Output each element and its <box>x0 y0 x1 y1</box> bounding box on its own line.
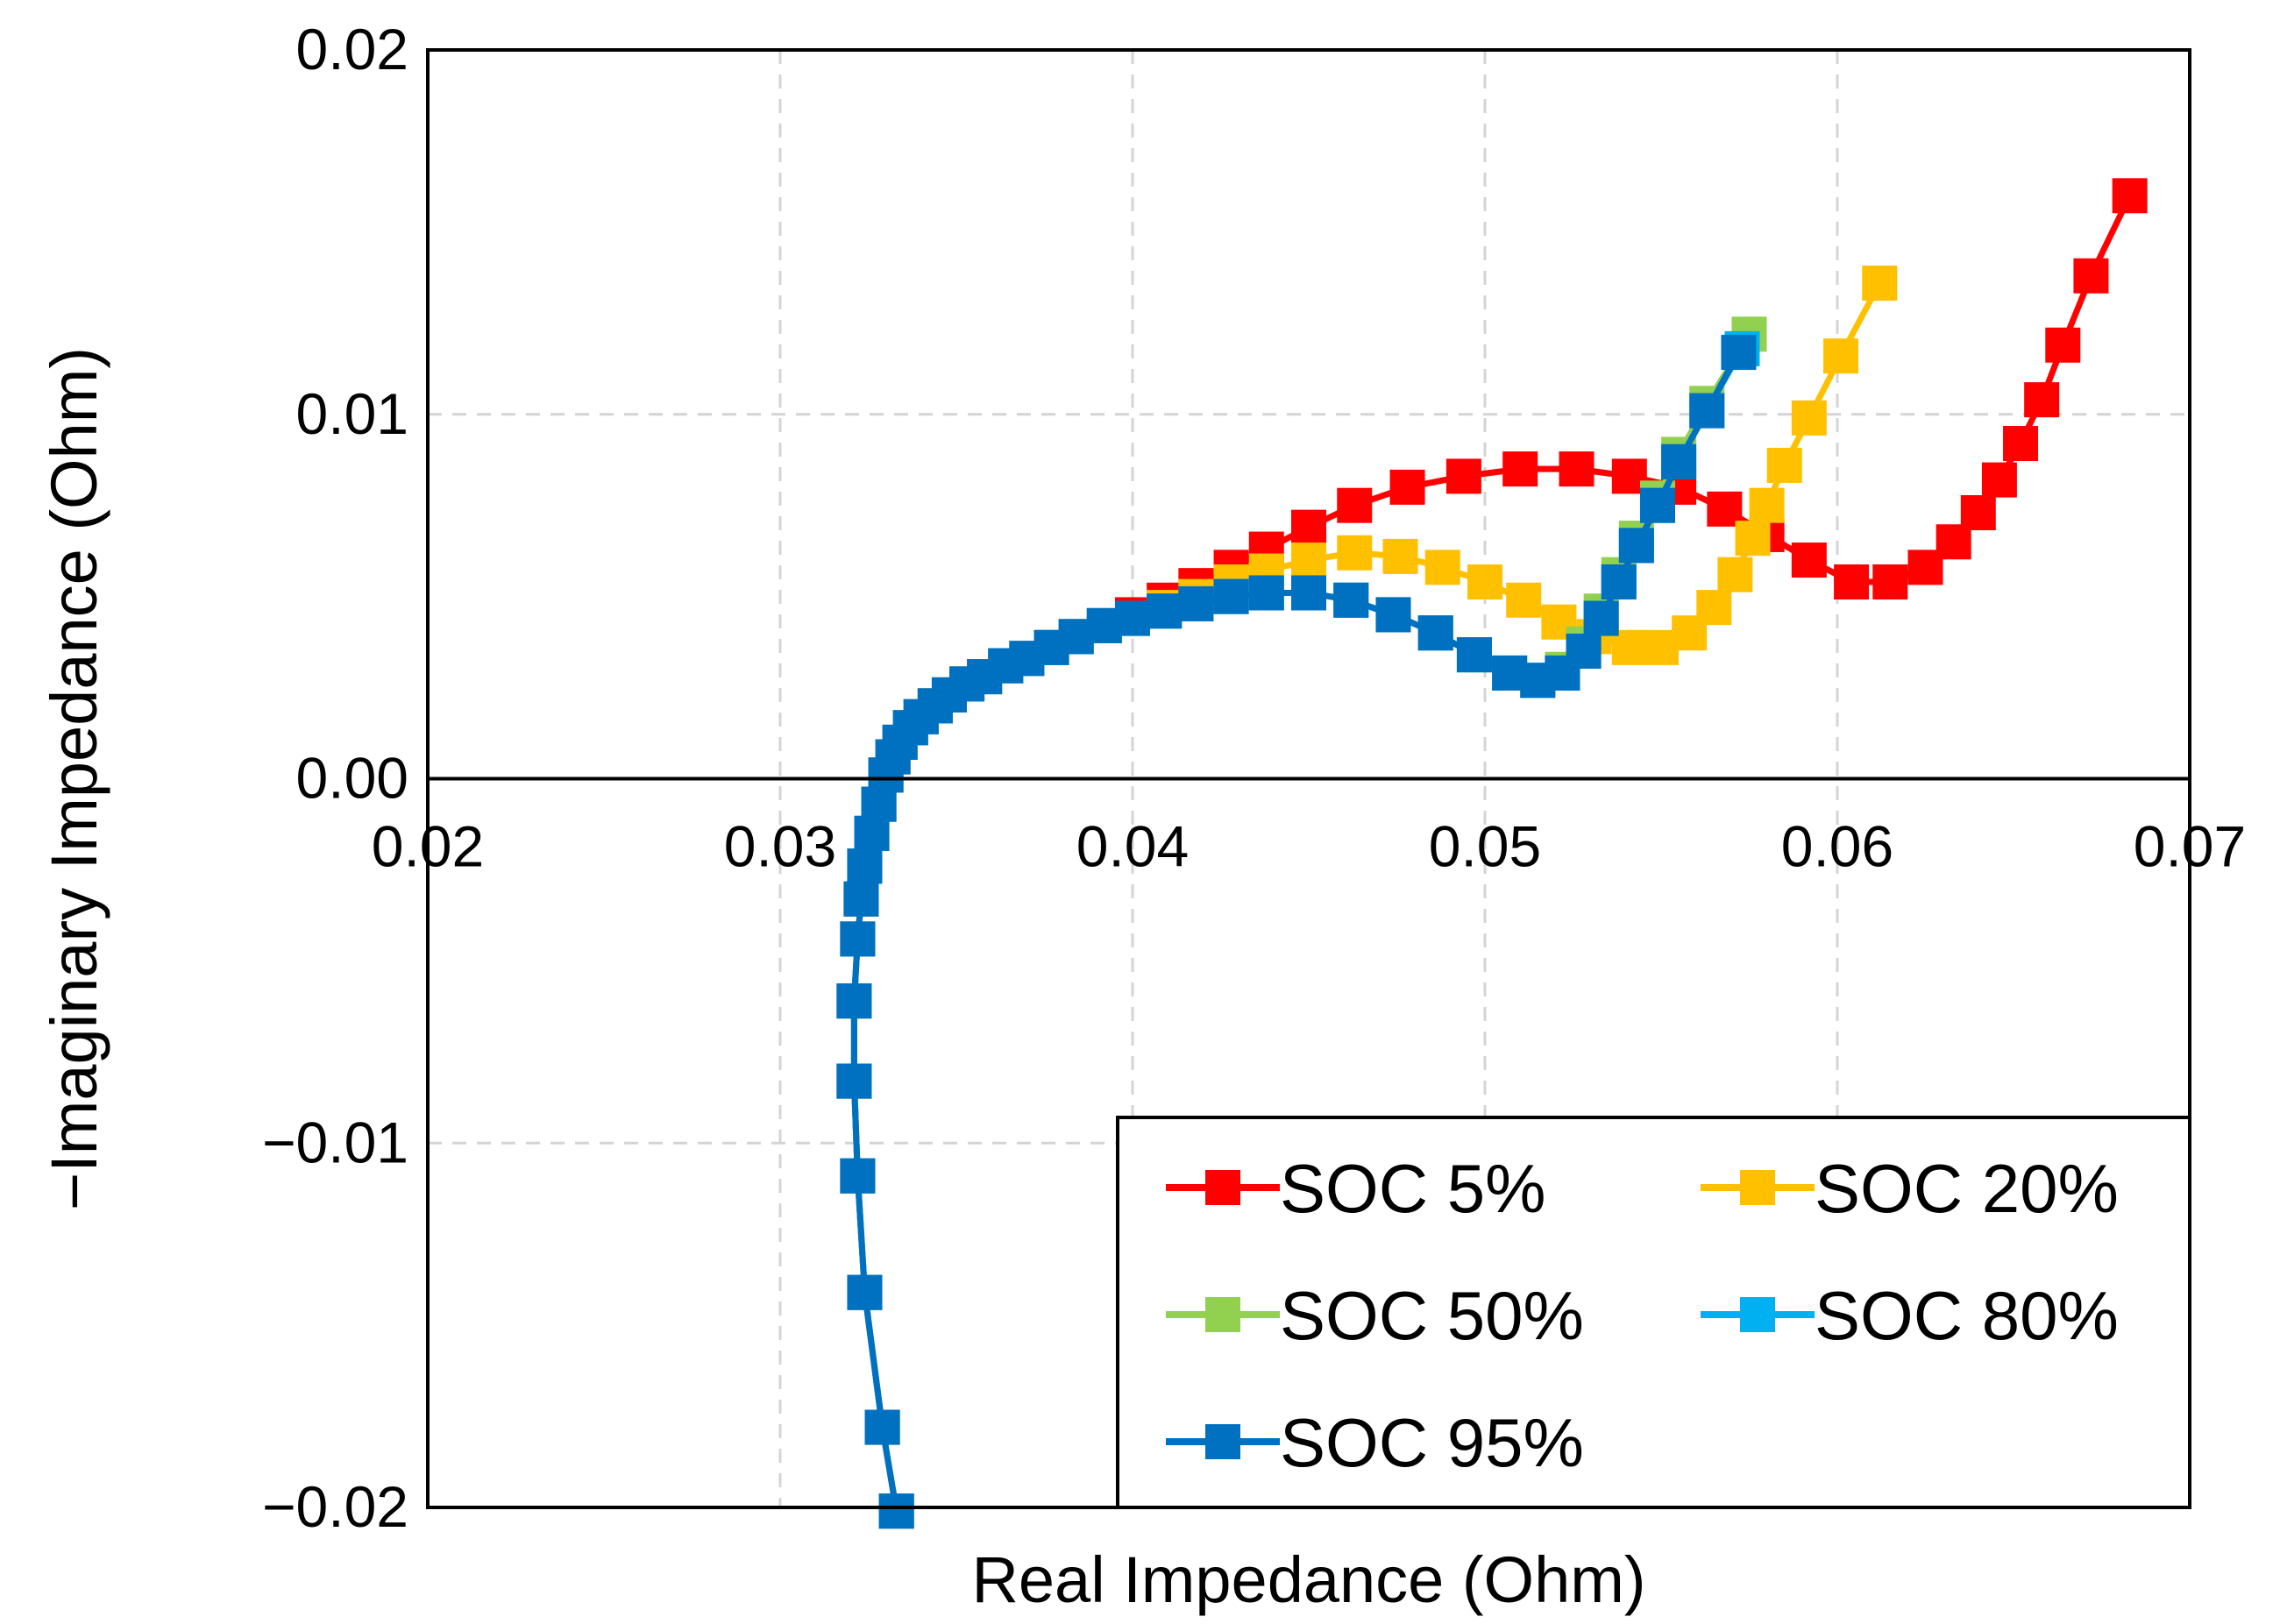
y-axis-title: −Imaginary Impedance (Ohm) <box>38 347 110 1210</box>
legend-marker <box>1205 1170 1240 1205</box>
data-point <box>1178 585 1214 621</box>
data-point <box>1583 600 1619 636</box>
data-point <box>1337 535 1373 571</box>
legend-item: SOC 95% <box>1166 1404 1584 1481</box>
data-point <box>1333 582 1369 618</box>
y-tick-label: 0.00 <box>296 746 408 811</box>
x-tick-label: 0.03 <box>724 814 836 879</box>
data-point <box>1291 509 1326 545</box>
x-axis-title: Real Impedance (Ohm) <box>971 1543 1645 1616</box>
data-point <box>1618 528 1654 564</box>
legend-label: SOC 80% <box>1815 1277 2119 1354</box>
data-point <box>1566 633 1602 669</box>
data-point <box>1862 266 1898 301</box>
data-point <box>2003 426 2039 462</box>
legend-item: SOC 80% <box>1701 1277 2119 1354</box>
data-point <box>836 1063 872 1099</box>
data-point <box>1337 487 1373 523</box>
data-point <box>1445 458 1481 494</box>
data-point <box>1721 335 1757 371</box>
data-point <box>1696 590 1732 626</box>
series-soc-95- <box>836 335 1757 1529</box>
data-point <box>878 1493 914 1529</box>
legend-box <box>1116 1116 2191 1509</box>
data-point <box>1717 557 1753 592</box>
x-tick-label: 0.04 <box>1076 814 1189 879</box>
data-point <box>1791 543 1827 578</box>
x-tick-label: 0.02 <box>372 814 484 879</box>
legend-marker <box>1205 1297 1240 1332</box>
data-point <box>847 848 883 884</box>
legend-label: SOC 50% <box>1280 1277 1584 1354</box>
data-point <box>1291 543 1326 578</box>
data-point <box>1823 338 1859 374</box>
legend-label: SOC 5% <box>1280 1150 1545 1227</box>
data-point <box>1389 469 1425 505</box>
data-point <box>1735 521 1771 557</box>
data-point <box>1291 575 1326 611</box>
legend-item: SOC 50% <box>1166 1277 1584 1354</box>
y-tick-label: −0.02 <box>262 1474 408 1539</box>
data-point <box>1115 600 1150 636</box>
data-point <box>1559 451 1595 487</box>
data-point <box>1467 564 1502 599</box>
data-point <box>1213 578 1249 614</box>
data-point <box>2024 382 2060 418</box>
data-point <box>864 1409 900 1445</box>
y-tick-label: 0.02 <box>296 17 408 82</box>
data-point <box>1689 393 1725 429</box>
legend-item: SOC 5% <box>1166 1150 1545 1227</box>
series-layer <box>836 178 2148 1529</box>
legend: SOC 5% SOC 20% SOC 50% SOC 80% SOC 95% <box>1116 1116 2191 1509</box>
data-point <box>1639 487 1675 523</box>
data-point <box>843 881 879 917</box>
legend-label: SOC 95% <box>1280 1404 1584 1481</box>
data-point <box>1661 443 1697 479</box>
data-point <box>1502 451 1538 487</box>
data-point <box>1147 593 1183 629</box>
data-point <box>1601 564 1637 599</box>
data-point <box>2045 327 2081 363</box>
data-point <box>1960 495 1996 531</box>
data-point <box>1506 582 1542 618</box>
data-point <box>840 921 876 957</box>
x-tick-label: 0.06 <box>1781 814 1893 879</box>
data-point <box>1456 637 1492 673</box>
legend-marker <box>1740 1297 1775 1332</box>
data-point <box>1981 462 2017 498</box>
data-point <box>1749 487 1785 523</box>
data-point <box>2073 258 2109 294</box>
legend-label: SOC 20% <box>1815 1150 2119 1227</box>
data-point <box>2112 178 2148 214</box>
data-point <box>1375 597 1411 633</box>
data-point <box>847 1274 883 1310</box>
data-point <box>836 983 872 1019</box>
data-point <box>1382 538 1418 574</box>
legend-item: SOC 20% <box>1701 1150 2119 1227</box>
x-tick-label: 0.07 <box>2134 814 2246 879</box>
legend-marker <box>1205 1424 1240 1459</box>
data-point <box>1248 575 1284 611</box>
data-point <box>1791 400 1827 436</box>
data-point <box>1872 564 1908 599</box>
data-point <box>840 1158 876 1194</box>
data-point <box>1766 447 1802 483</box>
x-tick-label: 0.05 <box>1429 814 1541 879</box>
data-point <box>1417 615 1453 651</box>
data-point <box>1424 550 1460 585</box>
legend-marker <box>1740 1170 1775 1205</box>
data-point <box>1834 564 1870 599</box>
y-tick-label: 0.01 <box>296 381 408 446</box>
axis-layer: 0.02 0.03 0.04 0.05 0.06 0.07−0.02−0.010.000.… <box>262 17 2246 1539</box>
y-tick-label: −0.01 <box>262 1110 408 1174</box>
